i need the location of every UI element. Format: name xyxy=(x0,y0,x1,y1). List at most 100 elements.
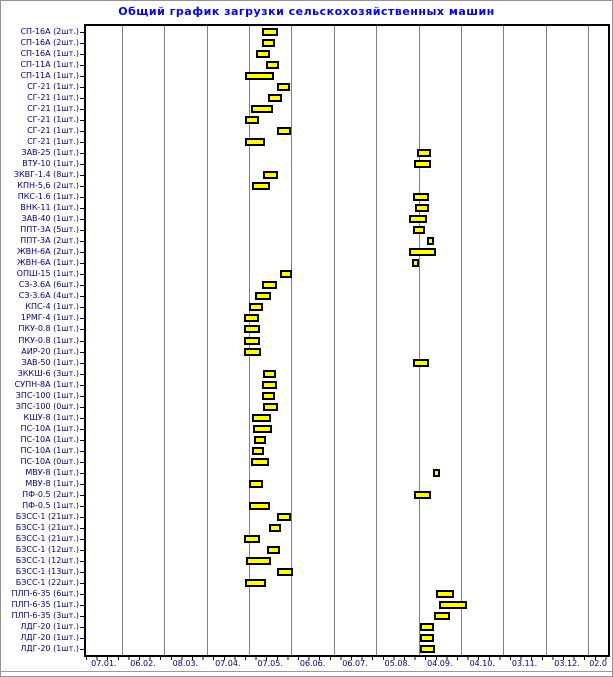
y-axis-label: ЗПС-100 (1шт.) xyxy=(15,390,79,400)
y-axis-label: СП-11А (1шт.) xyxy=(20,59,79,69)
y-axis-tick xyxy=(80,429,84,430)
y-axis-tick xyxy=(80,407,84,408)
gantt-bar xyxy=(251,457,269,466)
y-axis-label: БЗСС-1 (12шт.) xyxy=(15,545,79,555)
gantt-bar xyxy=(246,557,271,566)
gantt-bar xyxy=(433,468,440,477)
y-axis-tick xyxy=(80,219,84,220)
chart-title: Общий график загрузки сельскохозяйственн… xyxy=(118,5,495,18)
x-axis-label: 06.02. xyxy=(130,659,156,668)
x-axis-minor-ticks xyxy=(86,657,609,660)
y-axis-label: СП-11А (1шт.) xyxy=(20,70,79,80)
y-axis-tick xyxy=(80,517,84,518)
y-axis-tick xyxy=(80,230,84,231)
y-axis-tick xyxy=(80,274,84,275)
gantt-bar xyxy=(245,71,274,80)
gantt-bar xyxy=(413,193,429,202)
y-axis-label: БЗСС-1 (13шт.) xyxy=(15,567,79,577)
gantt-bar xyxy=(436,590,454,599)
gridline xyxy=(206,26,208,655)
x-axis-label: 08.03. xyxy=(172,659,199,668)
y-axis-label: ВНК-11 (1шт.) xyxy=(20,203,79,213)
gantt-bar xyxy=(245,115,259,124)
y-axis-label: ПФ-0.5 (1шт.) xyxy=(22,501,79,511)
y-axis-tick xyxy=(80,263,84,264)
y-axis-tick xyxy=(80,131,84,132)
gantt-bar xyxy=(244,314,259,323)
gantt-bar xyxy=(256,49,270,58)
gantt-bar xyxy=(263,369,276,378)
y-axis-label: ПС-10А (0шт.) xyxy=(20,456,79,466)
x-axis-label: 07.01. xyxy=(91,659,117,668)
gantt-bar xyxy=(439,601,467,610)
y-axis-tick xyxy=(80,109,84,110)
gantt-bar xyxy=(244,535,260,544)
y-axis-label: ЛДГ-20 (1шт.) xyxy=(20,644,79,654)
y-axis-tick xyxy=(80,605,84,606)
gantt-bar xyxy=(244,347,261,356)
y-axis-tick xyxy=(80,252,84,253)
y-axis-label: ЛДГ-20 (1шт.) xyxy=(20,622,79,632)
y-axis-label: СУПН-8А (1шт.) xyxy=(14,379,79,389)
gantt-bar xyxy=(244,325,260,334)
gantt-bar xyxy=(255,292,271,301)
gantt-bar xyxy=(262,38,275,47)
y-axis-tick xyxy=(80,54,84,55)
y-axis-label: ЖВН-6А (1шт.) xyxy=(17,258,79,268)
y-axis-label: ЗПС-100 (0шт.) xyxy=(15,401,79,411)
gantt-bar xyxy=(252,413,271,422)
y-axis-tick xyxy=(80,307,84,308)
y-axis-label: КПН-5,6 (2шт.) xyxy=(17,181,79,190)
x-axis-label: 06.07. xyxy=(342,659,368,668)
y-axis-label: ПС-10А (1шт.) xyxy=(20,434,79,444)
gridline xyxy=(588,26,590,655)
y-axis-tick xyxy=(80,65,84,66)
y-axis-label: СГ-21 (1шт.) xyxy=(27,125,79,135)
y-axis-label: ОПШ-15 (1шт.) xyxy=(16,269,79,279)
y-axis-tick xyxy=(80,440,84,441)
y-axis-tick xyxy=(80,87,84,88)
gantt-bar xyxy=(269,524,281,533)
y-axis-tick xyxy=(80,43,84,44)
gantt-bar xyxy=(253,424,272,433)
y-axis-label: СЗ-3.6А (4шт.) xyxy=(18,291,79,301)
y-axis-label: СП-16А (1шт.) xyxy=(20,48,79,58)
y-axis-tick xyxy=(80,329,84,330)
y-axis-label: СЗ-3.6А (6шт.) xyxy=(18,280,79,290)
gantt-bar xyxy=(263,402,278,411)
y-axis-label: ЗКВГ-1.4 (8шт.) xyxy=(13,169,79,179)
y-axis-tick xyxy=(80,484,84,485)
y-axis-tick xyxy=(80,153,84,154)
y-axis-label: ВТУ-10 (1шт.) xyxy=(22,158,79,168)
y-axis-tick xyxy=(80,208,84,209)
y-axis-tick xyxy=(80,318,84,319)
x-axis-label: 03.11. xyxy=(511,659,538,668)
y-axis-label: ЗАВ-40 (1шт.) xyxy=(21,214,79,224)
x-axis-label: 03.12. xyxy=(554,659,580,668)
y-axis-tick xyxy=(80,142,84,143)
gantt-bar xyxy=(277,126,291,135)
gridline xyxy=(461,26,462,655)
y-axis-tick xyxy=(80,197,84,198)
gantt-bar xyxy=(409,248,436,257)
y-axis-label: ПС-10А (1шт.) xyxy=(20,423,79,433)
plot-area-border xyxy=(84,24,610,657)
y-axis-tick xyxy=(80,98,84,99)
y-axis-label: ЗККШ-6 (3шт.) xyxy=(17,368,79,378)
y-axis-tick xyxy=(80,296,84,297)
x-axis-label: 02.0 xyxy=(589,659,607,668)
gantt-bar xyxy=(267,546,280,555)
gridline xyxy=(545,26,547,655)
gantt-bar xyxy=(280,270,292,279)
y-axis-tick xyxy=(80,352,84,353)
y-axis-tick xyxy=(80,495,84,496)
gantt-bar xyxy=(420,645,435,654)
y-axis-label: 1РМГ-4 (1шт.) xyxy=(20,313,79,323)
x-axis-label: 05.08. xyxy=(384,659,411,668)
y-axis-label: ПКУ-0.8 (1шт.) xyxy=(18,335,79,345)
gantt-bar xyxy=(277,513,291,522)
y-axis-tick xyxy=(80,451,84,452)
gridline xyxy=(291,26,293,655)
y-axis-label: МВУ-8 (1шт.) xyxy=(25,467,79,477)
gridline xyxy=(333,26,335,655)
